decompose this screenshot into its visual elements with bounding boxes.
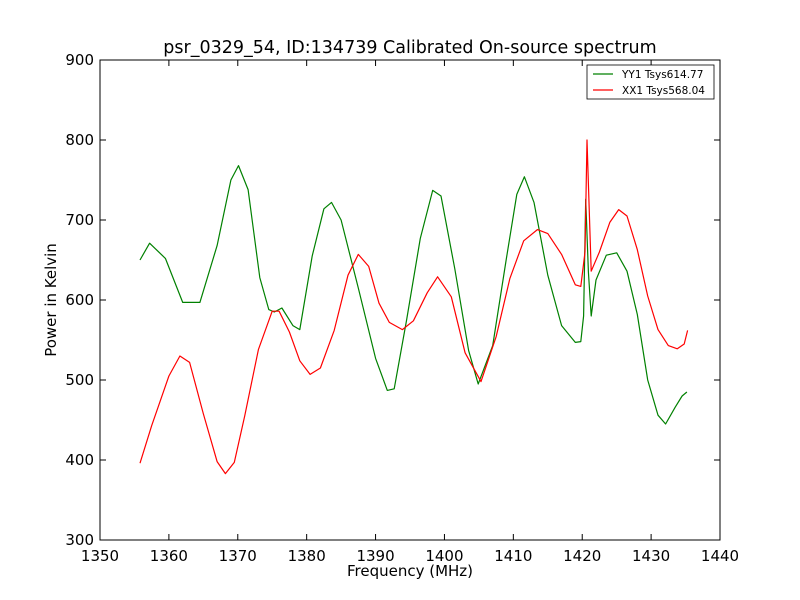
y-axis-label: Power in Kelvin xyxy=(42,243,60,357)
legend-items: YY1 Tsys614.77 XX1 Tsys568.04 xyxy=(593,69,705,97)
x-tick-label: 1440 xyxy=(701,547,739,565)
legend: YY1 Tsys614.77 XX1 Tsys568.04 xyxy=(586,64,715,100)
x-tick-label: 1360 xyxy=(150,547,188,565)
x-tick-label: 1420 xyxy=(563,547,601,565)
y-tick-label: 400 xyxy=(65,451,94,469)
y-tick-label: 800 xyxy=(65,131,94,149)
x-tick-label: 1430 xyxy=(632,547,670,565)
chart-title: psr_0329_54, ID:134739 Calibrated On-sou… xyxy=(163,38,656,58)
x-tick-label: 1380 xyxy=(288,547,326,565)
x-axis-label: Frequency (MHz) xyxy=(347,562,473,580)
x-tick-label: 1350 xyxy=(81,547,119,565)
legend-label: YY1 Tsys614.77 xyxy=(621,69,703,81)
legend-label: XX1 Tsys568.04 xyxy=(622,85,705,97)
y-tick-label: 700 xyxy=(65,211,94,229)
x-tick-label: 1400 xyxy=(425,547,463,565)
legend-box xyxy=(586,64,715,100)
axes-frame xyxy=(99,59,721,541)
y-tick-label: 500 xyxy=(65,371,94,389)
series-line xyxy=(139,139,689,475)
series-layer xyxy=(139,139,689,475)
x-tick-label: 1370 xyxy=(219,547,257,565)
x-tick-label: 1410 xyxy=(494,547,532,565)
series-line xyxy=(139,165,688,425)
x-tick-label: 1390 xyxy=(356,547,394,565)
tick-layer: 1350 1360 1370 1380 1390 1400 1410 1420 1430 1440… xyxy=(65,51,739,565)
plot-area: 1350 1360 1370 1380 1390 1400 1410 1420 1430 1440… xyxy=(65,51,739,565)
y-tick-label: 300 xyxy=(65,531,94,549)
y-tick-label: 900 xyxy=(65,51,94,69)
y-tick-label: 600 xyxy=(65,291,94,309)
